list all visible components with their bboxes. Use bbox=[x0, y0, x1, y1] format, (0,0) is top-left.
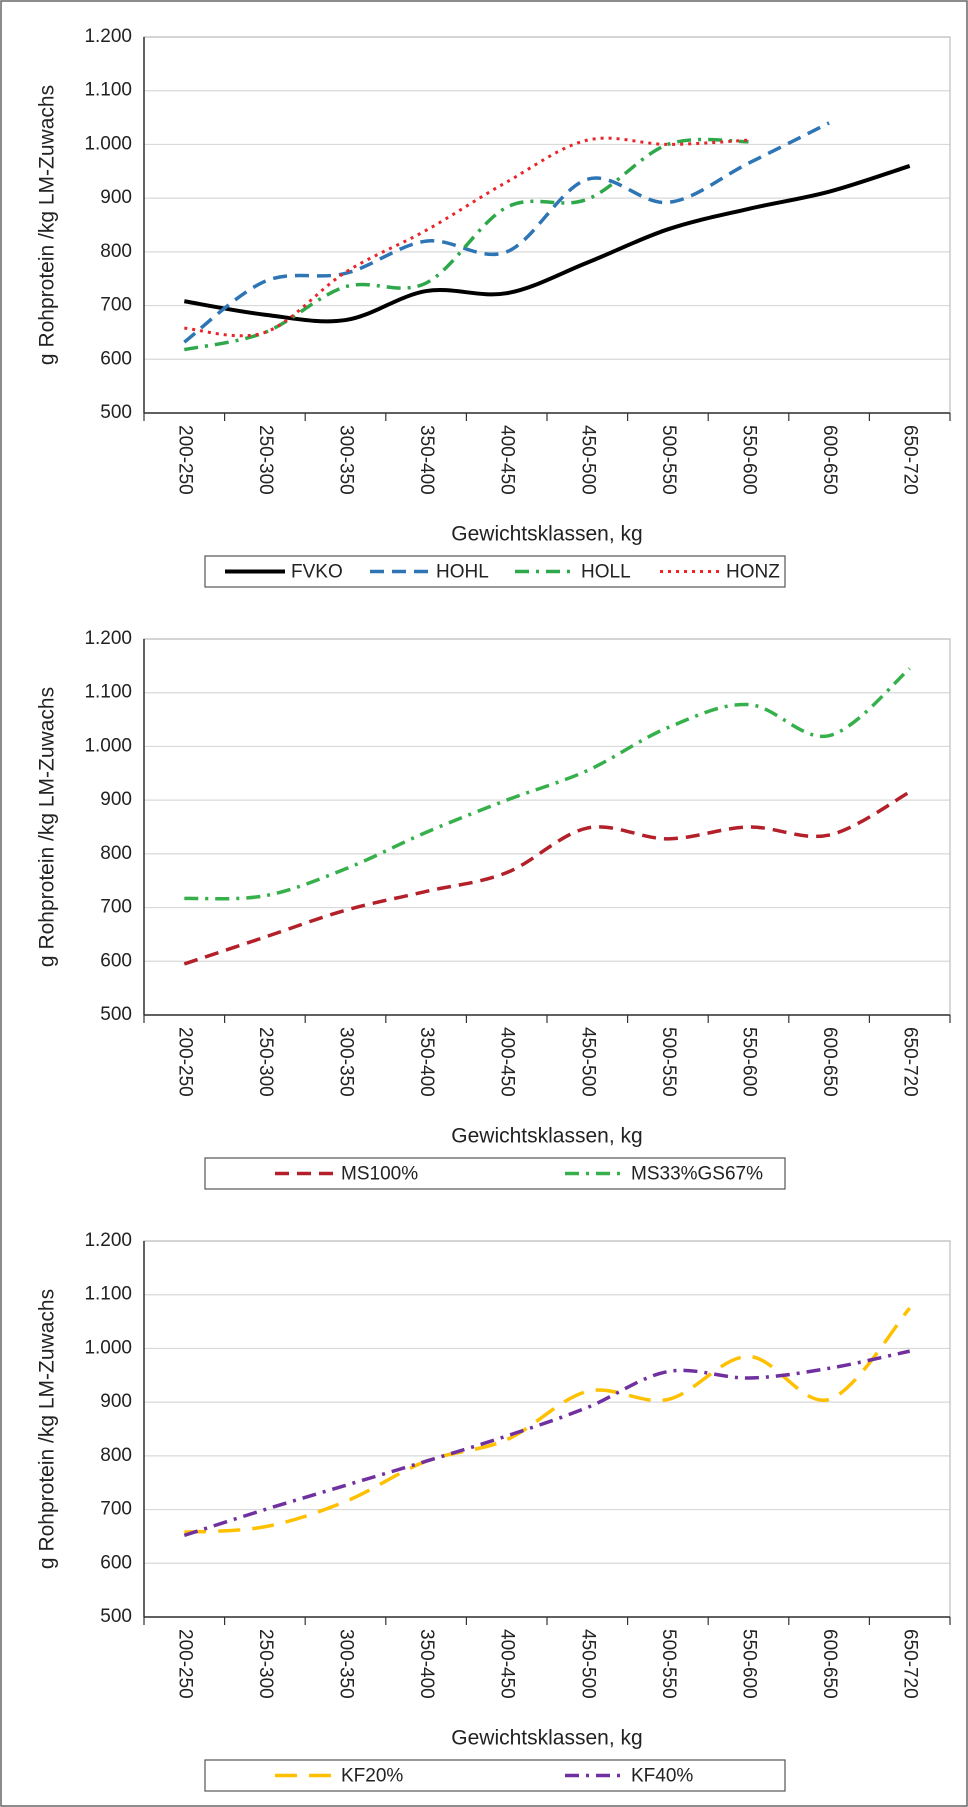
y-tick-label: 1.200 bbox=[84, 26, 132, 47]
x-tick-label: 400-450 bbox=[497, 425, 518, 495]
x-tick-label: 650-720 bbox=[900, 1629, 921, 1699]
series-line bbox=[183, 137, 749, 352]
series-line bbox=[184, 667, 911, 901]
x-axis-title: Gewichtsklassen, kg bbox=[451, 1125, 642, 1148]
y-tick-label: 700 bbox=[100, 897, 132, 918]
y-tick-label: 800 bbox=[100, 843, 132, 864]
x-tick-label: 550-600 bbox=[738, 1629, 759, 1699]
y-tick-label: 500 bbox=[100, 402, 132, 423]
x-tick-label: 600-650 bbox=[819, 425, 840, 495]
x-tick-label: 500-550 bbox=[658, 1629, 679, 1699]
legend-label: KF20% bbox=[341, 1766, 403, 1787]
legend-label: HONZ bbox=[726, 562, 780, 583]
x-tick-label: 300-350 bbox=[335, 425, 356, 495]
x-tick-label: 500-550 bbox=[658, 425, 679, 495]
x-tick-label: 300-350 bbox=[335, 1027, 356, 1097]
x-tick-label: 600-650 bbox=[819, 1027, 840, 1097]
y-tick-label: 1.000 bbox=[84, 735, 132, 756]
legend-label: FVKO bbox=[291, 562, 343, 583]
y-axis-title: g Rohprotein /kg LM-Zuwachs bbox=[36, 1289, 59, 1569]
y-tick-label: 1.000 bbox=[84, 133, 132, 154]
x-tick-label: 300-350 bbox=[335, 1629, 356, 1699]
x-tick-label: 400-450 bbox=[497, 1629, 518, 1699]
y-tick-label: 1.100 bbox=[84, 80, 132, 101]
y-tick-label: 600 bbox=[100, 1552, 132, 1573]
x-tick-label: 550-600 bbox=[738, 425, 759, 495]
legend-box bbox=[204, 555, 786, 588]
x-tick-label: 250-300 bbox=[255, 1629, 276, 1699]
plot-border bbox=[143, 36, 951, 414]
y-tick-label: 600 bbox=[100, 950, 132, 971]
series-line bbox=[183, 790, 911, 966]
x-tick-label: 550-600 bbox=[738, 1027, 759, 1097]
chart: 500 600 700 800 900 1.000 1.100 1.200 200-250 250… bbox=[36, 628, 951, 1190]
x-tick-label: 450-500 bbox=[577, 1629, 598, 1699]
x-tick-label: 450-500 bbox=[577, 1027, 598, 1097]
x-tick-label: 200-250 bbox=[174, 1629, 195, 1699]
x-tick-label: 650-720 bbox=[900, 1027, 921, 1097]
series-line bbox=[183, 1349, 911, 1538]
legend-label: HOLL bbox=[581, 562, 631, 583]
legend-label: HOHL bbox=[436, 562, 489, 583]
y-tick-label: 1.100 bbox=[84, 1284, 132, 1305]
x-tick-label: 350-400 bbox=[416, 1629, 437, 1699]
x-tick-label: 450-500 bbox=[577, 425, 598, 495]
x-tick-label: 350-400 bbox=[416, 425, 437, 495]
legend-box bbox=[204, 1759, 786, 1792]
x-tick-label: 250-300 bbox=[255, 1027, 276, 1097]
y-tick-label: 1.200 bbox=[84, 628, 132, 649]
y-tick-label: 600 bbox=[100, 348, 132, 369]
y-tick-label: 800 bbox=[100, 241, 132, 262]
series-line bbox=[184, 1306, 912, 1534]
y-tick-label: 800 bbox=[100, 1445, 132, 1466]
series-line bbox=[183, 164, 911, 324]
x-tick-label: 500-550 bbox=[658, 1027, 679, 1097]
y-tick-label: 700 bbox=[100, 295, 132, 316]
plot-border bbox=[143, 1240, 951, 1618]
y-axis-title: g Rohprotein /kg LM-Zuwachs bbox=[36, 687, 59, 967]
y-tick-label: 900 bbox=[100, 187, 132, 208]
plot-border bbox=[143, 638, 951, 1016]
series-line bbox=[184, 136, 749, 338]
y-axis-title: g Rohprotein /kg LM-Zuwachs bbox=[36, 85, 59, 365]
y-tick-label: 500 bbox=[100, 1004, 132, 1025]
legend-label: KF40% bbox=[631, 1766, 693, 1787]
y-tick-label: 1.000 bbox=[84, 1337, 132, 1358]
legend-label: MS33%GS67% bbox=[631, 1164, 763, 1185]
x-tick-label: 200-250 bbox=[174, 425, 195, 495]
y-tick-label: 1.200 bbox=[84, 1230, 132, 1251]
y-tick-label: 700 bbox=[100, 1499, 132, 1520]
x-tick-label: 250-300 bbox=[255, 425, 276, 495]
y-tick-label: 1.100 bbox=[84, 682, 132, 703]
y-tick-label: 500 bbox=[100, 1606, 132, 1627]
x-tick-label: 650-720 bbox=[900, 425, 921, 495]
x-tick-label: 350-400 bbox=[416, 1027, 437, 1097]
x-tick-label: 200-250 bbox=[174, 1027, 195, 1097]
chart: 500 600 700 800 900 1.000 1.100 1.200 200-250 250… bbox=[36, 26, 951, 588]
chart: 500 600 700 800 900 1.000 1.100 1.200 200-250 250… bbox=[36, 1230, 951, 1792]
x-tick-label: 400-450 bbox=[497, 1027, 518, 1097]
series-line bbox=[183, 121, 830, 344]
y-tick-label: 900 bbox=[100, 789, 132, 810]
x-axis-title: Gewichtsklassen, kg bbox=[451, 1727, 642, 1750]
legend-label: MS100% bbox=[341, 1164, 418, 1185]
x-tick-label: 600-650 bbox=[819, 1629, 840, 1699]
y-tick-label: 900 bbox=[100, 1391, 132, 1412]
x-axis-title: Gewichtsklassen, kg bbox=[451, 523, 642, 546]
